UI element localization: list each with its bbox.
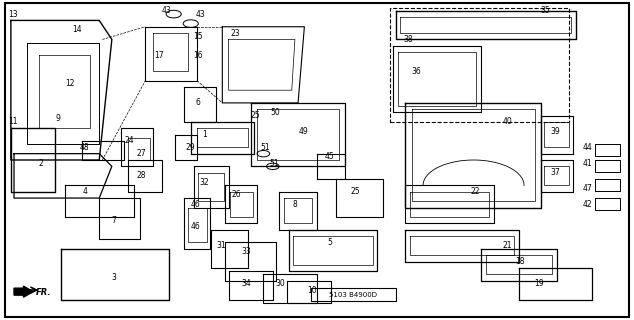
Text: 9: 9: [56, 114, 61, 123]
Text: 33: 33: [242, 247, 251, 257]
Text: 16: 16: [193, 51, 203, 60]
Text: 2: 2: [38, 159, 43, 168]
Bar: [389, 8, 569, 122]
Text: 1: 1: [202, 130, 207, 139]
Text: 3: 3: [112, 273, 116, 282]
Text: 51: 51: [261, 143, 270, 152]
Text: 36: 36: [412, 67, 422, 76]
Text: 43: 43: [162, 6, 172, 15]
Text: 28: 28: [137, 172, 146, 180]
Text: 46: 46: [191, 200, 201, 209]
Text: 25: 25: [350, 187, 359, 196]
FancyArrow shape: [14, 286, 33, 297]
Text: 34: 34: [242, 279, 251, 288]
Text: 32: 32: [200, 178, 209, 187]
Text: 26: 26: [231, 190, 241, 199]
Text: 45: 45: [325, 152, 335, 161]
Text: 7: 7: [112, 216, 116, 225]
Text: 5: 5: [327, 238, 332, 247]
Text: 18: 18: [515, 257, 525, 266]
Text: 6: 6: [196, 99, 201, 108]
Text: 39: 39: [551, 127, 560, 136]
Text: 31: 31: [216, 241, 226, 250]
Text: 46: 46: [191, 222, 201, 231]
Text: 30: 30: [276, 279, 285, 288]
Text: 19: 19: [534, 279, 544, 288]
Text: 48: 48: [80, 143, 89, 152]
Text: 10: 10: [307, 285, 317, 295]
Text: 44: 44: [582, 143, 592, 152]
Text: 17: 17: [155, 51, 164, 60]
Text: 12: 12: [65, 79, 74, 88]
Text: 5103 B4900D: 5103 B4900D: [329, 292, 377, 298]
Text: 47: 47: [582, 184, 592, 193]
Text: FR.: FR.: [36, 288, 51, 297]
Text: 42: 42: [583, 200, 592, 209]
Bar: [311, 288, 396, 301]
Text: 40: 40: [503, 117, 512, 126]
Text: 24: 24: [124, 136, 134, 146]
Text: 49: 49: [298, 127, 308, 136]
Text: 11: 11: [8, 117, 18, 126]
Text: 35: 35: [541, 6, 550, 15]
Text: 4: 4: [82, 187, 87, 196]
Text: 27: 27: [137, 149, 146, 158]
Text: 8: 8: [292, 200, 297, 209]
Text: 29: 29: [186, 143, 195, 152]
Text: 14: 14: [72, 25, 82, 35]
Text: 25: 25: [250, 111, 260, 120]
Text: 51: 51: [269, 159, 279, 168]
Text: 50: 50: [271, 108, 280, 117]
Text: 15: 15: [193, 32, 203, 41]
Text: 43: 43: [195, 10, 205, 19]
Text: 41: 41: [583, 159, 592, 168]
Text: 22: 22: [470, 187, 479, 196]
Text: 38: 38: [404, 35, 413, 44]
Text: 13: 13: [8, 10, 18, 19]
Text: 37: 37: [551, 168, 560, 177]
Text: 21: 21: [503, 241, 512, 250]
Text: 23: 23: [230, 28, 240, 38]
